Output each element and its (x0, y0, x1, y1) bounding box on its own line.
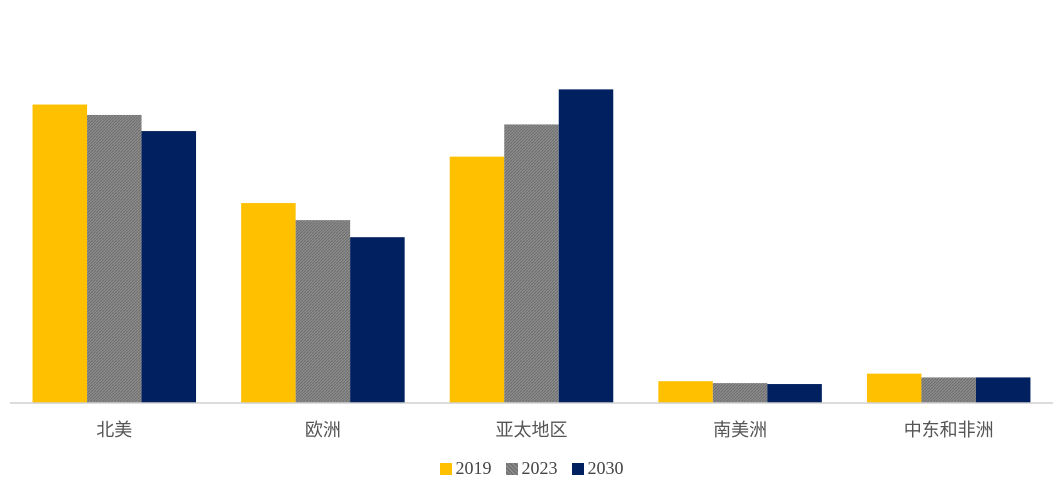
category-labels: 北美 欧洲 亚太地区 南美洲 中东和非洲 (96, 420, 993, 441)
legend-swatch (571, 462, 584, 475)
category-label: 中东和非洲 (904, 420, 994, 441)
legend-item-2030: 2030 (571, 458, 624, 479)
bar-2030-2 (558, 89, 614, 403)
category-label: 南美洲 (713, 420, 767, 441)
legend-item-2023: 2023 (505, 458, 558, 479)
bar-2019-2 (449, 156, 505, 403)
bar-2019-0 (32, 104, 88, 403)
legend-swatch (505, 462, 518, 475)
legend-item-2019: 2019 (439, 458, 492, 479)
bar-2019-3 (658, 381, 713, 403)
bar-2030-4 (975, 377, 1031, 403)
bar-2023-0 (87, 114, 142, 404)
legend-label: 2023 (521, 458, 558, 478)
legend-swatch (439, 462, 452, 475)
legend-label: 2019 (455, 458, 492, 478)
bar-2030-0 (141, 131, 197, 403)
bar-2019-4 (866, 373, 922, 403)
bar-2030-1 (350, 237, 405, 403)
legend-label: 2030 (587, 458, 624, 478)
category-label: 亚太地区 (496, 420, 568, 441)
bars-group (32, 89, 1031, 404)
bar-2023-1 (295, 220, 351, 403)
bar-2023-4 (921, 377, 976, 403)
bar-2023-2 (504, 124, 559, 403)
category-label: 北美 (96, 420, 132, 441)
category-label: 欧洲 (305, 420, 341, 441)
legend: 2019 2023 2030 (0, 458, 1063, 479)
bar-2030-3 (767, 384, 822, 403)
bar-2019-1 (241, 203, 296, 403)
bar-2023-3 (712, 383, 768, 403)
